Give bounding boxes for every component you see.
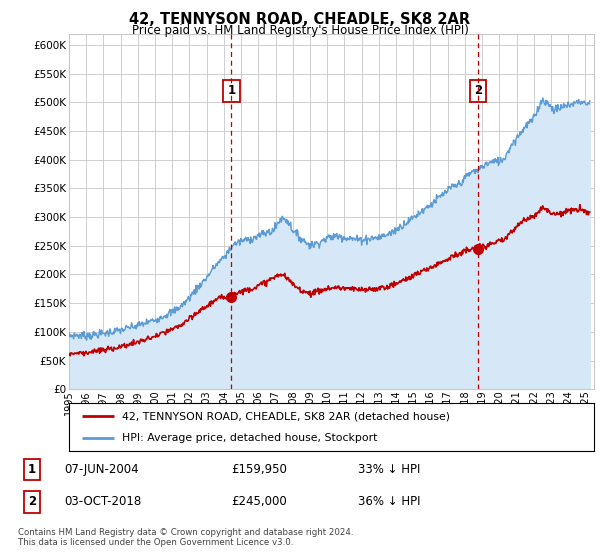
Text: £159,950: £159,950	[231, 463, 287, 476]
Text: 42, TENNYSON ROAD, CHEADLE, SK8 2AR: 42, TENNYSON ROAD, CHEADLE, SK8 2AR	[130, 12, 470, 27]
Text: 2: 2	[28, 496, 36, 508]
Text: Contains HM Land Registry data © Crown copyright and database right 2024.
This d: Contains HM Land Registry data © Crown c…	[18, 528, 353, 547]
Text: HPI: Average price, detached house, Stockport: HPI: Average price, detached house, Stoc…	[121, 433, 377, 443]
Text: 03-OCT-2018: 03-OCT-2018	[64, 496, 141, 508]
Text: Price paid vs. HM Land Registry's House Price Index (HPI): Price paid vs. HM Land Registry's House …	[131, 24, 469, 36]
Text: 42, TENNYSON ROAD, CHEADLE, SK8 2AR (detached house): 42, TENNYSON ROAD, CHEADLE, SK8 2AR (det…	[121, 411, 449, 421]
Text: 2: 2	[474, 85, 482, 97]
Text: £245,000: £245,000	[231, 496, 287, 508]
Text: 07-JUN-2004: 07-JUN-2004	[64, 463, 139, 476]
Text: 1: 1	[28, 463, 36, 476]
Text: 33% ↓ HPI: 33% ↓ HPI	[358, 463, 420, 476]
Text: 1: 1	[227, 85, 236, 97]
Text: 36% ↓ HPI: 36% ↓ HPI	[358, 496, 420, 508]
